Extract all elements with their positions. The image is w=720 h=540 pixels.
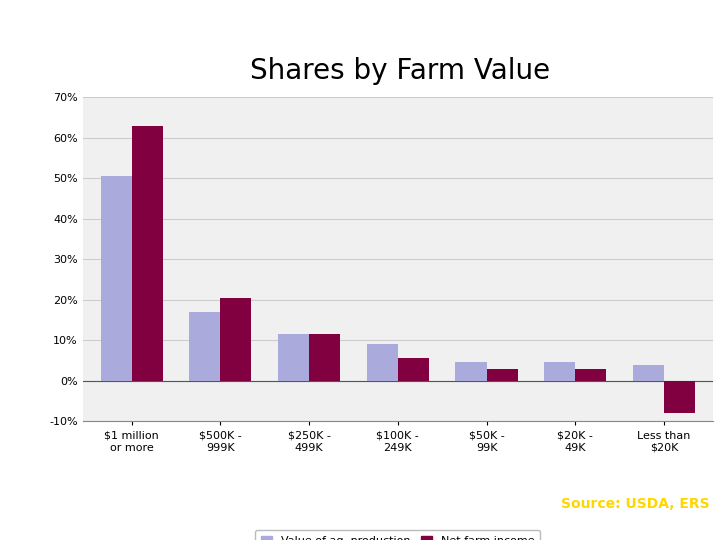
Bar: [101, 176, 132, 381]
Bar: [544, 362, 575, 381]
Text: Shares by Farm Value: Shares by Farm Value: [250, 57, 549, 85]
Bar: [220, 298, 251, 381]
Bar: [366, 345, 397, 381]
Text: Iowa State University: Iowa State University: [11, 482, 244, 500]
Text: University Extension/Department of Economics: University Extension/Department of Econo…: [11, 517, 242, 526]
Bar: [487, 369, 518, 381]
Bar: [575, 369, 606, 381]
Bar: [189, 312, 220, 381]
Bar: [278, 334, 309, 381]
Bar: [309, 334, 340, 381]
Bar: [397, 359, 429, 381]
Bar: [456, 362, 487, 381]
Legend: Value of ag. production, Net farm income: Value of ag. production, Net farm income: [255, 530, 541, 540]
Bar: [664, 381, 695, 413]
Bar: [132, 126, 163, 381]
Text: Source: USDA, ERS: Source: USDA, ERS: [561, 497, 709, 510]
Bar: [633, 364, 664, 381]
